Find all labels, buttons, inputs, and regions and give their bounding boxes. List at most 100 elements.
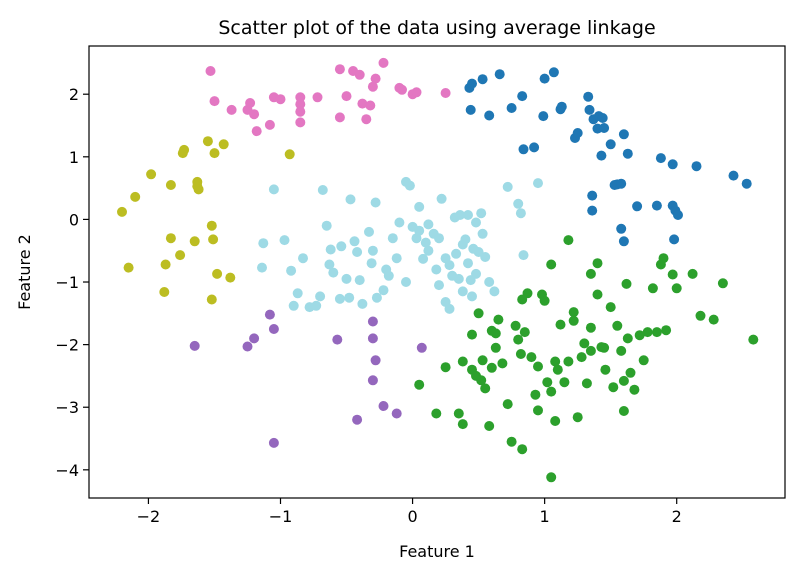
scatter-point-cyan-32 [387,233,398,244]
scatter-point-olive-6 [165,233,176,244]
y-tick-label: 0 [69,210,79,229]
scatter-point-cyan-11 [321,220,332,231]
scatter-point-green-49 [592,258,603,269]
scatter-point-green-55 [608,382,619,393]
scatter-point-purple-14 [416,342,427,353]
scatter-point-blue-2 [465,104,476,115]
y-tick-label: −1 [55,273,79,292]
y-tick-label: −2 [55,336,79,355]
scatter-point-cyan-2 [279,235,290,246]
scatter-point-blue-12 [548,67,559,78]
scatter-point-green-38 [559,377,570,388]
scatter-point-pink-12 [295,106,306,117]
scatter-point-cyan-40 [414,225,425,236]
scatter-point-cyan-78 [431,264,442,275]
scatter-point-green-2 [440,362,451,373]
scatter-point-cyan-31 [383,270,394,281]
scatter-point-green-37 [555,319,566,330]
scatter-point-cyan-76 [457,239,468,250]
scatter-point-purple-6 [332,334,343,345]
scatter-point-green-64 [634,330,645,341]
scatter-point-cyan-15 [334,293,345,304]
scatter-point-blue-34 [618,236,629,247]
scatter-point-pink-0 [205,66,216,76]
scatter-point-cyan-20 [349,236,360,247]
scatter-point-green-65 [638,355,649,366]
scatter-point-green-23 [517,444,528,455]
scatter-point-cyan-72 [513,198,524,209]
scatter-point-olive-21 [218,139,229,150]
scatter-point-green-25 [519,327,530,338]
scatter-point-cyan-1 [258,238,269,249]
scatter-point-cyan-64 [471,268,481,279]
scatter-point-purple-2 [249,333,260,344]
scatter-point-cyan-57 [457,286,468,297]
scatter-point-green-27 [530,389,541,400]
scatter-point-blue-7 [517,91,528,102]
scatter-point-green-66 [642,327,653,338]
scatter-point-cyan-73 [515,208,526,219]
scatter-point-cyan-17 [341,273,352,284]
scatter-point-olive-7 [165,180,176,190]
scatter-point-pink-21 [361,114,372,125]
scatter-point-green-54 [605,302,616,313]
scatter-point-purple-8 [367,316,378,327]
scatter-point-purple-9 [367,333,378,344]
scatter-point-blue-45 [741,178,752,189]
y-axis-label: Feature 2 [15,234,34,310]
scatter-point-olive-18 [209,148,220,159]
scatter-point-olive-17 [208,234,219,245]
scatter-point-blue-38 [667,159,678,170]
scatter-point-pink-23 [367,81,378,92]
scatter-point-green-70 [658,253,669,264]
scatter-point-cyan-14 [328,267,339,278]
scatter-point-green-0 [414,379,425,390]
scatter-point-pink-30 [440,88,451,98]
scatter-point-green-21 [513,334,524,345]
scatter-point-cyan-24 [364,226,374,237]
scatter-point-olive-1 [123,262,134,273]
scatter-point-cyan-74 [518,250,529,261]
scatter-point-cyan-36 [404,180,415,191]
scatter-point-green-78 [748,334,759,345]
scatter-point-cyan-79 [423,245,434,256]
scatter-point-cyan-44 [423,219,434,230]
scatter-point-green-26 [526,352,537,363]
scatter-point-pink-16 [334,112,345,123]
scatter-point-cyan-19 [345,194,356,205]
x-tick-label: −1 [269,507,293,526]
scatter-point-green-12 [484,421,495,431]
scatter-point-olive-11 [189,236,200,247]
scatter-point-olive-10 [179,144,190,155]
scatter-point-blue-22 [597,113,608,123]
scatter-point-green-57 [616,345,627,356]
scatter-point-olive-16 [206,220,217,231]
data-points [117,57,759,483]
scatter-point-blue-4 [484,110,495,121]
scatter-point-cyan-16 [336,241,347,252]
scatter-point-cyan-37 [401,277,411,287]
scatter-point-cyan-60 [463,258,473,269]
scatter-point-green-67 [647,283,658,294]
scatter-point-cyan-56 [455,210,466,220]
scatter-point-green-58 [618,375,629,386]
scatter-point-pink-6 [251,126,262,137]
scatter-point-cyan-21 [352,247,363,257]
x-tick-label: 1 [540,507,550,526]
scatter-point-green-50 [592,289,603,300]
scatter-point-purple-1 [242,341,253,352]
scatter-point-pink-4 [245,98,256,108]
scatter-point-green-40 [563,356,574,367]
scatter-point-purple-10 [367,375,378,386]
x-tick-label: 2 [672,507,682,526]
scatter-point-blue-8 [518,144,529,155]
scatter-point-pink-2 [226,104,237,115]
scatter-point-cyan-22 [354,275,365,286]
scatter-point-green-19 [506,436,517,447]
scatter-point-green-32 [546,386,557,397]
scatter-point-cyan-9 [317,185,328,195]
scatter-point-cyan-0 [268,184,279,195]
scatter-point-cyan-70 [489,286,500,297]
scatter-point-pink-25 [378,57,389,68]
